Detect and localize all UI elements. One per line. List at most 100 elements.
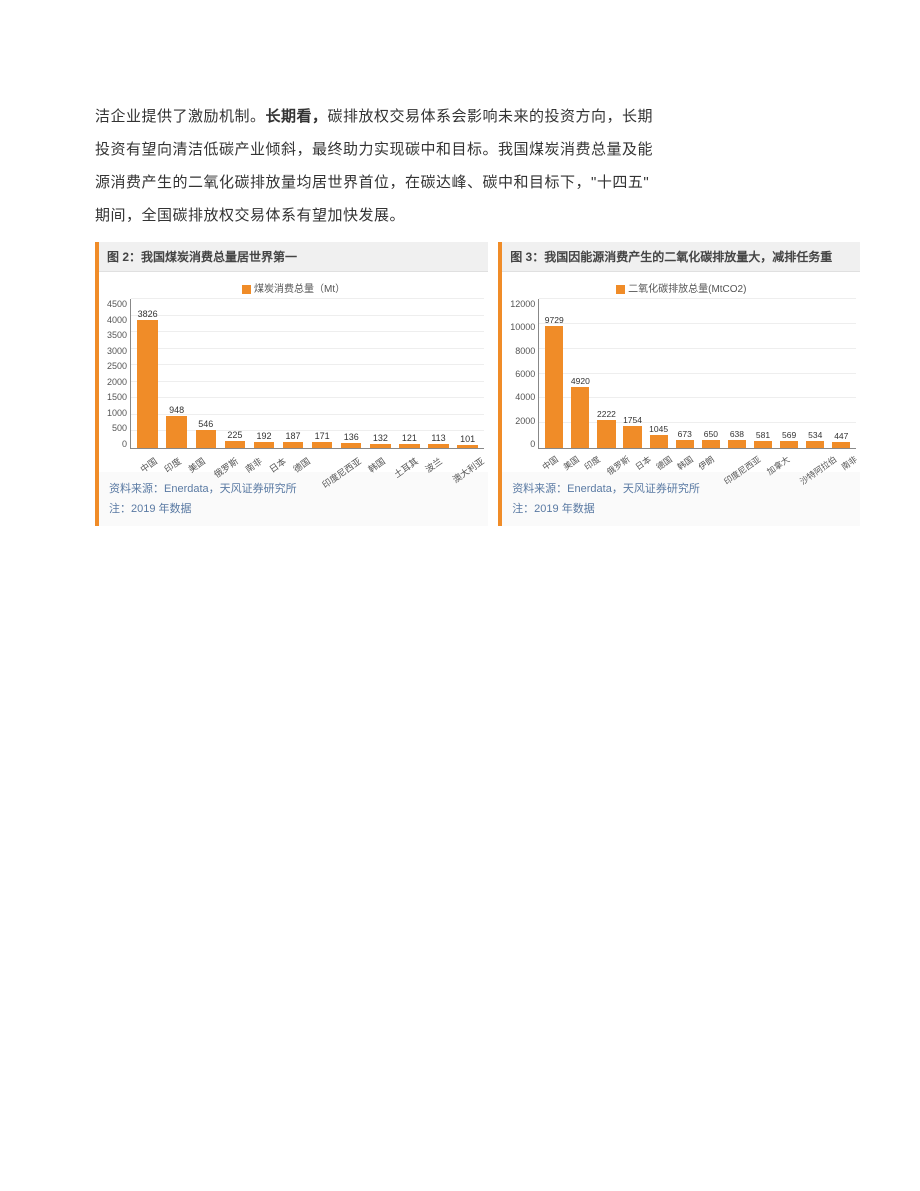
chart-footer: 资料来源：Enerdata，天风证券研究所 注：2019 年数据 bbox=[99, 472, 488, 526]
x-label: 南非 bbox=[839, 451, 863, 473]
x-label: 波兰 bbox=[422, 451, 449, 475]
y-tick: 2000 bbox=[515, 416, 535, 426]
bar-value-label: 9729 bbox=[545, 315, 564, 325]
bar-value-label: 948 bbox=[169, 405, 184, 415]
bar bbox=[283, 442, 303, 448]
y-tick: 2500 bbox=[107, 361, 127, 371]
bar bbox=[166, 416, 186, 448]
x-label: 加拿大 bbox=[765, 451, 796, 478]
bar bbox=[370, 444, 390, 448]
bar-column: 187 bbox=[279, 431, 308, 448]
chart-title: 图 2：我国煤炭消费总量居世界第一 bbox=[99, 242, 488, 272]
bar-column: 121 bbox=[395, 433, 424, 448]
bar-column: 171 bbox=[308, 431, 337, 448]
x-label: 印度 bbox=[582, 451, 606, 473]
bar bbox=[457, 445, 477, 448]
bar bbox=[623, 426, 641, 448]
chart-legend: 二氧化碳排放总量(MtCO2) bbox=[506, 280, 856, 295]
x-label: 土耳其 bbox=[391, 451, 426, 481]
y-tick: 12000 bbox=[510, 299, 535, 309]
bar bbox=[196, 430, 216, 448]
chart-title: 图 3：我国因能源消费产生的二氧化碳排放量大，减排任务重 bbox=[502, 242, 860, 272]
x-label: 美国 bbox=[185, 451, 212, 475]
x-label: 印度 bbox=[161, 451, 188, 475]
bar-value-label: 1045 bbox=[649, 424, 668, 434]
bar-column: 9729 bbox=[541, 315, 567, 448]
bar-column: 136 bbox=[337, 432, 366, 448]
x-label: 俄罗斯 bbox=[605, 451, 636, 478]
bar bbox=[312, 442, 332, 448]
chart-legend: 煤炭消费总量（Mt） bbox=[103, 280, 484, 295]
y-tick: 500 bbox=[112, 423, 127, 433]
bar-value-label: 569 bbox=[782, 430, 796, 440]
bar-column: 3826 bbox=[133, 309, 162, 448]
chart-note: 注：2019 年数据 bbox=[109, 500, 478, 520]
bar bbox=[728, 440, 746, 448]
bar-column: 534 bbox=[802, 430, 828, 448]
bar bbox=[676, 440, 694, 448]
bar-value-label: 132 bbox=[373, 433, 388, 443]
bar bbox=[428, 444, 448, 448]
x-label: 南非 bbox=[242, 451, 269, 475]
text-line3: 源消费产生的二氧化碳排放量均居世界首位，在碳达峰、碳中和目标下，"十四五" bbox=[95, 174, 649, 191]
grid-line bbox=[131, 331, 484, 332]
bar-value-label: 121 bbox=[402, 433, 417, 443]
bar-column: 581 bbox=[750, 430, 776, 448]
paragraph: 洁企业提供了激励机制。长期看，碳排放权交易体系会影响未来的投资方向，长期 投资有… bbox=[95, 100, 860, 232]
bar-value-label: 650 bbox=[704, 429, 718, 439]
bar bbox=[806, 441, 824, 448]
chart-panel-left: 图 2：我国煤炭消费总量居世界第一 煤炭消费总量（Mt） 45004000350… bbox=[95, 242, 488, 526]
x-label: 日本 bbox=[266, 451, 293, 475]
bar-value-label: 3826 bbox=[138, 309, 158, 319]
x-label: 韩国 bbox=[365, 451, 392, 475]
y-tick: 4000 bbox=[515, 392, 535, 402]
bar-value-label: 113 bbox=[431, 433, 445, 443]
bar-column: 1045 bbox=[646, 424, 672, 448]
y-tick: 8000 bbox=[515, 346, 535, 356]
bar-column: 4920 bbox=[567, 376, 593, 449]
bar-column: 113 bbox=[424, 433, 453, 448]
x-label: 伊朗 bbox=[696, 451, 720, 473]
y-tick: 3000 bbox=[107, 346, 127, 356]
bar bbox=[254, 442, 274, 448]
grid-line bbox=[131, 397, 484, 398]
bars-area: 9729 4920 222217541045 673 650 638 581 569 53444… bbox=[538, 299, 856, 449]
bar-column: 225 bbox=[220, 430, 249, 449]
text-bold: 长期看， bbox=[266, 108, 328, 125]
bar-value-label: 187 bbox=[286, 431, 301, 441]
chart-plot: 450040003500300025002000150010005000 382… bbox=[103, 299, 484, 449]
y-tick: 3500 bbox=[107, 330, 127, 340]
legend-label: 二氧化碳排放总量(MtCO2) bbox=[628, 284, 746, 295]
y-tick: 10000 bbox=[510, 322, 535, 332]
bar-column: 1754 bbox=[620, 415, 646, 448]
grid-line bbox=[131, 364, 484, 365]
y-tick: 1000 bbox=[107, 408, 127, 418]
bar-column: 638 bbox=[724, 429, 750, 448]
legend-swatch-icon bbox=[242, 285, 251, 294]
x-axis: 中国印度美国俄罗斯南非日本德国印度尼西亚韩国土耳其波兰澳大利亚 bbox=[103, 449, 484, 479]
y-tick: 2000 bbox=[107, 377, 127, 387]
bar bbox=[399, 444, 419, 448]
bar-value-label: 4920 bbox=[571, 376, 590, 386]
chart-source: 资料来源：Enerdata，天风证券研究所 bbox=[512, 480, 850, 500]
y-tick: 0 bbox=[122, 439, 127, 449]
bar bbox=[225, 441, 245, 449]
bar-column: 673 bbox=[672, 429, 698, 448]
grid-line bbox=[131, 381, 484, 382]
charts-row: 图 2：我国煤炭消费总量居世界第一 煤炭消费总量（Mt） 45004000350… bbox=[95, 242, 860, 526]
chart-source: 资料来源：Enerdata，天风证券研究所 bbox=[109, 480, 478, 500]
y-tick: 6000 bbox=[515, 369, 535, 379]
bar-column: 447 bbox=[828, 431, 854, 448]
bar-value-label: 192 bbox=[256, 431, 271, 441]
bar bbox=[754, 441, 772, 448]
grid-line bbox=[131, 348, 484, 349]
y-tick: 0 bbox=[530, 439, 535, 449]
bar-value-label: 581 bbox=[756, 430, 770, 440]
text-post: 碳排放权交易体系会影响未来的投资方向，长期 bbox=[328, 108, 654, 125]
bar-column: 948 bbox=[162, 405, 191, 448]
x-label: 俄罗斯 bbox=[211, 451, 246, 481]
bar-value-label: 171 bbox=[315, 431, 330, 441]
bar-column: 2222 bbox=[593, 409, 619, 448]
bar-column: 546 bbox=[191, 419, 220, 448]
y-axis: 12000 10000 8000 6000 4000 2000 0 bbox=[510, 299, 538, 449]
